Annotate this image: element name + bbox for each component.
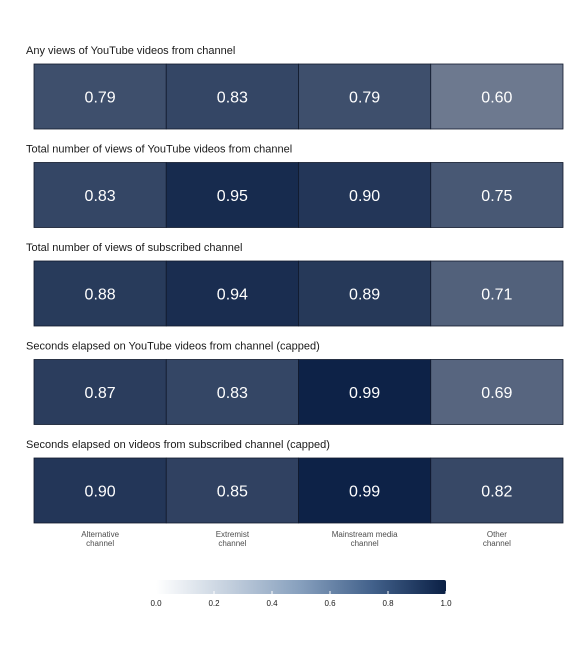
heatmap-panel: Total number of views of YouTube videos … <box>26 144 564 228</box>
x-tick-label-line: Alternative <box>81 530 119 539</box>
heatmap-cell <box>165 63 299 130</box>
cell-value-label: 0.83 <box>85 188 116 205</box>
cell-value-label: 0.90 <box>349 188 380 205</box>
panel-title: Total number of views of subscribed chan… <box>26 242 242 254</box>
x-tick-label-line: channel <box>483 539 511 548</box>
legend-tick-label: 0.8 <box>382 599 394 608</box>
x-tick-label-line: channel <box>86 539 114 548</box>
cell-value-label: 0.69 <box>481 385 512 402</box>
heatmap-cell <box>430 457 564 524</box>
cell-value-label: 0.60 <box>481 90 512 107</box>
cell-value-label: 0.79 <box>349 90 380 107</box>
cell-value-label: 0.71 <box>481 287 512 304</box>
cell-value-label: 0.75 <box>481 188 512 205</box>
heatmap-cell <box>430 260 564 327</box>
heatmap-cell <box>298 359 432 425</box>
x-tick-label-line: Mainstream media <box>332 530 398 539</box>
heatmap-panel: Seconds elapsed on videos from subscribe… <box>26 439 564 524</box>
cell-value-label: 0.85 <box>217 484 248 501</box>
heatmap-cell <box>33 359 167 425</box>
legend-tick-label: 0.4 <box>266 599 278 608</box>
heatmap-cell <box>298 63 432 130</box>
cell-value-label: 0.99 <box>349 484 380 501</box>
cell-value-label: 0.87 <box>85 385 116 402</box>
color-legend: 0.0 0.2 0.4 0.6 0.8 1.0 <box>150 580 452 608</box>
x-tick-label: Alternative channel <box>81 530 119 548</box>
heatmap-cell <box>430 63 564 130</box>
heatmap-cell <box>430 359 564 425</box>
heatmap-cell <box>165 457 299 524</box>
heatmap-cell <box>33 63 167 130</box>
heatmap-panels: Any views of YouTube videos from channel… <box>26 45 564 524</box>
heatmap-panel: Any views of YouTube videos from channel… <box>26 45 564 130</box>
cell-value-label: 0.83 <box>217 90 248 107</box>
panel-title: Seconds elapsed on YouTube videos from c… <box>26 341 320 353</box>
x-tick-label-line: channel <box>351 539 379 548</box>
cell-value-label: 0.94 <box>217 287 248 304</box>
heatmap-panel: Total number of views of subscribed chan… <box>26 242 564 327</box>
cell-value-label: 0.79 <box>85 90 116 107</box>
legend-tick-label: 0.6 <box>324 599 336 608</box>
x-tick-label-line: Extremist <box>216 530 250 539</box>
heatmap-panel: Seconds elapsed on YouTube videos from c… <box>26 341 564 425</box>
heatmap-cell <box>33 260 167 327</box>
cell-value-label: 0.90 <box>85 484 116 501</box>
cell-value-label: 0.95 <box>217 188 248 205</box>
heatmap-cell <box>165 260 299 327</box>
legend-tick-label: 0.2 <box>208 599 220 608</box>
legend-tick-label: 0.0 <box>150 599 162 608</box>
heatmap-cell <box>33 162 167 228</box>
panel-title: Seconds elapsed on videos from subscribe… <box>26 439 330 451</box>
cell-value-label: 0.82 <box>481 484 512 501</box>
heatmap-cell <box>165 162 299 228</box>
heatmap-cell <box>33 457 167 524</box>
cell-value-label: 0.99 <box>349 385 380 402</box>
cell-value-label: 0.89 <box>349 287 380 304</box>
heatmap-cell <box>430 162 564 228</box>
cell-value-label: 0.88 <box>85 287 116 304</box>
legend-colorbar <box>156 580 446 594</box>
x-tick-label-line: channel <box>218 539 246 548</box>
heatmap-cell <box>298 457 432 524</box>
panel-title: Total number of views of YouTube videos … <box>26 144 292 156</box>
x-tick-label: Mainstream media channel <box>332 530 398 548</box>
x-tick-label: Other channel <box>483 530 511 548</box>
legend-tick-label: 1.0 <box>440 599 452 608</box>
heatmap-cell <box>298 162 432 228</box>
x-tick-label: Extremist channel <box>216 530 250 548</box>
cell-value-label: 0.83 <box>217 385 248 402</box>
heatmap-cell <box>165 359 299 425</box>
panel-title: Any views of YouTube videos from channel <box>26 45 235 57</box>
x-tick-label-line: Other <box>487 530 507 539</box>
